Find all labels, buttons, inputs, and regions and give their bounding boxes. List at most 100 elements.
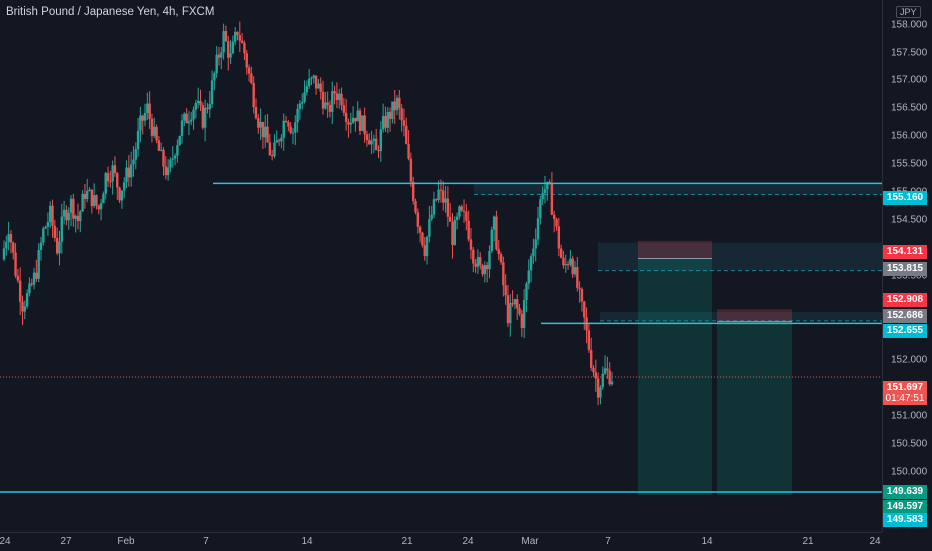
price-tick-label: 152.000 — [891, 354, 928, 366]
candle-body — [370, 140, 373, 145]
candle-body — [190, 119, 193, 122]
candle-body — [516, 299, 519, 309]
candle-body — [583, 301, 586, 318]
candle-body — [86, 191, 89, 200]
candle-body — [266, 126, 269, 143]
reward-zone — [717, 321, 792, 496]
candle-body — [539, 199, 542, 219]
candle-body — [62, 209, 66, 217]
candle-body — [502, 262, 505, 286]
candle-body — [116, 173, 119, 188]
candle-body — [95, 195, 98, 206]
candle-body — [543, 189, 547, 194]
candle-body — [559, 248, 563, 258]
candle-body — [76, 215, 80, 222]
candle-body — [562, 257, 565, 266]
candle-body — [506, 295, 510, 324]
candle-body — [513, 299, 517, 305]
candle-body — [153, 126, 156, 136]
candle-body — [511, 303, 514, 305]
candle-body — [573, 267, 577, 275]
candle-body — [319, 83, 322, 92]
candle-body — [358, 110, 362, 131]
candle-body — [113, 165, 117, 174]
candle-body — [566, 264, 570, 266]
candle-body — [529, 256, 533, 271]
price-tag[interactable]: 152.908 — [883, 293, 927, 307]
candle-body — [504, 285, 507, 296]
candle-body — [229, 53, 232, 58]
price-tag-value: 151.697 — [886, 382, 924, 393]
candle-body — [5, 242, 8, 249]
time-tick-label: 14 — [301, 536, 313, 547]
price-tick-label: 156.000 — [891, 130, 928, 142]
price-tag[interactable]: 149.639 — [883, 485, 927, 499]
candle-body — [527, 270, 530, 284]
candle-body — [606, 368, 609, 371]
candle-body — [217, 54, 221, 58]
candle-body — [354, 117, 357, 122]
candle-body — [469, 239, 473, 250]
candle-body — [576, 267, 579, 288]
currency-label[interactable]: JPY — [896, 6, 921, 18]
time-tick-label: 21 — [802, 536, 814, 547]
candle-body — [409, 158, 413, 182]
candle-body — [499, 254, 503, 263]
time-tick-label: 21 — [401, 536, 413, 547]
time-axis[interactable]: 24 27 Feb 7 14 21 24 Mar 7 14 21 24 — [0, 532, 882, 551]
price-tag[interactable]: 154.131 — [883, 245, 927, 259]
candle-body — [437, 189, 440, 201]
candle-body — [520, 313, 524, 328]
price-tag[interactable]: 152.686 — [883, 309, 927, 323]
candle-body — [460, 206, 463, 211]
zone-band — [474, 183, 882, 195]
time-tick-label: Feb — [117, 536, 135, 547]
candle-body — [328, 104, 332, 112]
candle-body — [12, 242, 15, 253]
chart-plot-area[interactable] — [0, 0, 882, 532]
candle-body — [363, 115, 366, 135]
candle-body — [236, 31, 239, 36]
candle-body — [213, 73, 216, 81]
candle-body — [536, 218, 540, 240]
price-tag-value: 149.583 — [886, 514, 924, 525]
candle-body — [192, 109, 195, 120]
price-tag-value: 149.597 — [886, 501, 924, 512]
candle-body — [467, 220, 470, 240]
candle-body — [51, 205, 54, 226]
price-tag-value: 154.131 — [886, 246, 924, 257]
candle-body — [444, 198, 447, 203]
candle-body — [280, 137, 283, 142]
candle-body — [58, 241, 61, 254]
price-tick-label: 153.500 — [891, 270, 928, 282]
candle-body — [183, 113, 186, 121]
price-tag[interactable]: 151.697 01:47:51 — [883, 381, 927, 405]
price-tag[interactable]: 149.583 — [883, 513, 927, 527]
candle-body — [451, 221, 454, 245]
candle-body — [284, 120, 288, 123]
price-tag[interactable]: 153.815 — [883, 262, 927, 276]
candle-body — [407, 143, 410, 159]
candle-body — [301, 102, 304, 104]
candle-body — [442, 190, 445, 203]
price-tag[interactable]: 149.597 — [883, 500, 927, 514]
price-tag[interactable]: 152.655 — [883, 324, 927, 338]
candle-body — [534, 239, 537, 249]
candle-body — [173, 155, 177, 159]
price-tag[interactable]: 155.160 — [883, 191, 927, 205]
time-tick-label: 14 — [701, 536, 713, 547]
candle-body — [215, 54, 218, 74]
candle-body — [273, 142, 276, 157]
candle-body — [220, 52, 223, 58]
time-tick-label: 24 — [462, 536, 474, 547]
candle-body — [305, 86, 309, 93]
candle-body — [381, 116, 385, 130]
candle-body — [532, 248, 535, 257]
candle-body — [479, 257, 482, 266]
price-tag-value: 155.160 — [886, 192, 924, 203]
candle-body — [599, 387, 602, 398]
candle-body — [546, 181, 549, 190]
time-tick-label: 7 — [605, 536, 611, 547]
candle-body — [187, 121, 191, 124]
candle-body — [425, 236, 429, 257]
